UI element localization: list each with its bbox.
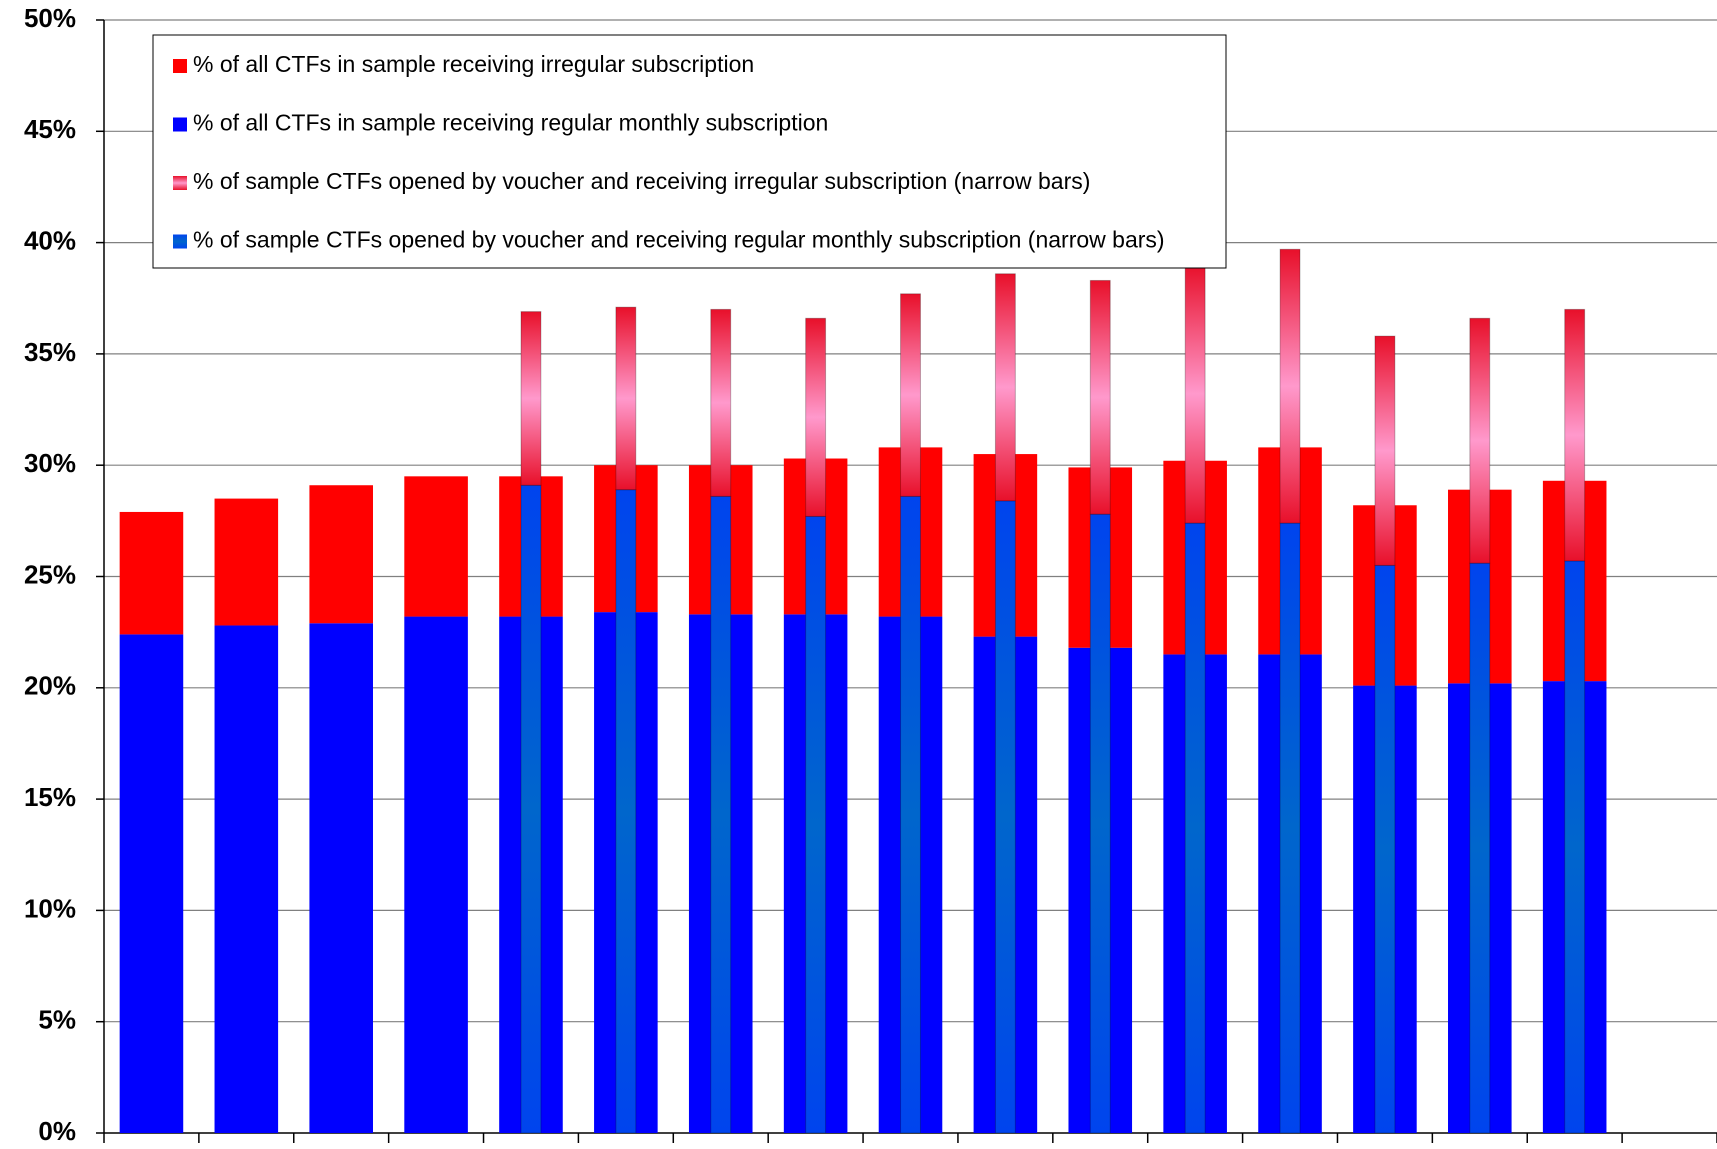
bar-segment	[520, 311, 542, 486]
legend-label: % of all CTFs in sample receiving regula…	[193, 110, 828, 136]
bar-segment	[520, 484, 542, 1134]
bar-segment	[119, 511, 184, 635]
bar-segment	[214, 498, 279, 626]
bar-segment	[1469, 317, 1491, 564]
bar-segment	[119, 634, 184, 1133]
y-tick-label: 25%	[24, 559, 76, 589]
bar-segment	[1184, 522, 1206, 1134]
bar-segment	[1279, 522, 1301, 1134]
bar-segment	[805, 515, 827, 1134]
y-tick-label: 30%	[24, 448, 76, 478]
bar-segment	[1279, 248, 1301, 524]
legend-swatch	[173, 234, 187, 249]
legend-label: % of all CTFs in sample receiving irregu…	[193, 51, 754, 77]
y-tick-label: 50%	[24, 3, 76, 33]
legend-swatch	[173, 176, 187, 190]
legend-label: % of sample CTFs opened by voucher and r…	[193, 168, 1090, 194]
y-tick-label: 20%	[24, 671, 76, 701]
y-tick-label: 45%	[24, 114, 76, 144]
bar-segment	[1184, 264, 1206, 524]
y-tick-label: 35%	[24, 337, 76, 367]
bar-segment	[1564, 308, 1586, 562]
bar-segment	[1089, 513, 1111, 1134]
bar-segment	[214, 625, 279, 1133]
legend-label: % of sample CTFs opened by voucher and r…	[193, 227, 1165, 253]
bar-segment	[994, 273, 1016, 502]
bar-segment	[1469, 562, 1491, 1134]
bar-segment	[710, 308, 732, 497]
bar-segment	[615, 489, 637, 1134]
legend-box	[152, 34, 1227, 269]
y-tick-label: 40%	[24, 225, 76, 255]
bar-segment	[1564, 560, 1586, 1134]
y-tick-label: 15%	[24, 782, 76, 812]
bar-segment	[1374, 335, 1396, 566]
bar-segment	[404, 616, 468, 1133]
bar-segment	[404, 476, 468, 617]
bar-segment	[994, 500, 1016, 1134]
y-tick-label: 0%	[38, 1116, 76, 1146]
legend-swatch	[173, 117, 187, 132]
y-tick-label: 10%	[24, 893, 76, 923]
bar-segment	[1374, 564, 1396, 1134]
bar-segment	[309, 623, 373, 1133]
bar-segment	[1089, 279, 1111, 515]
bar-segment	[615, 306, 637, 491]
bar-segment	[309, 485, 373, 624]
bar-segment	[805, 317, 827, 517]
bar-segment	[900, 293, 921, 497]
bar-segment	[710, 495, 732, 1134]
bar-segment	[900, 495, 921, 1134]
y-tick-label: 5%	[38, 1005, 76, 1035]
legend-swatch	[173, 59, 187, 73]
